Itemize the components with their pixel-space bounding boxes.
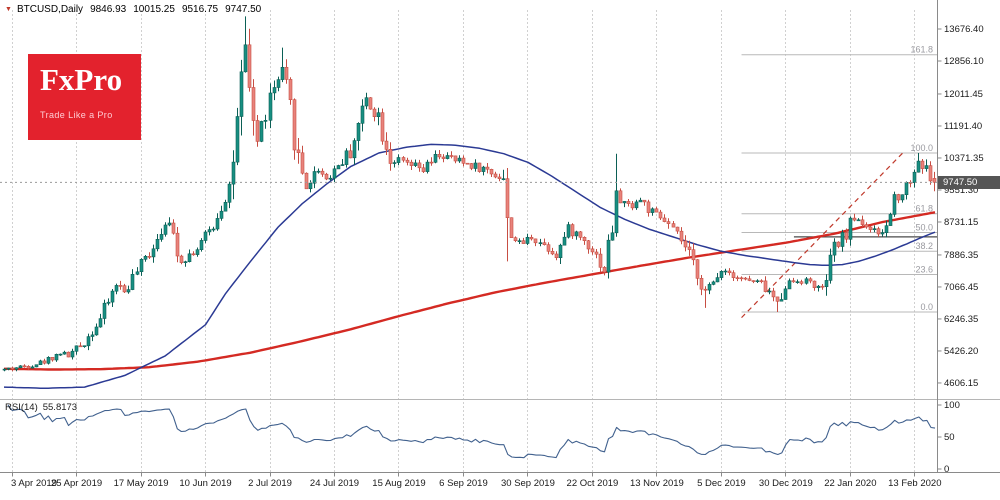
quote-open: 9846.93 bbox=[90, 4, 127, 15]
svg-text:100: 100 bbox=[944, 400, 960, 411]
svg-text:38.2: 38.2 bbox=[915, 241, 933, 251]
ma-fast-blue-line bbox=[3, 143, 936, 390]
svg-text:9551.30: 9551.30 bbox=[944, 185, 978, 196]
svg-text:17 May 2019: 17 May 2019 bbox=[114, 478, 169, 489]
fxpro-logo: FxPro Trade Like a Pro bbox=[28, 54, 141, 140]
svg-text:5 Dec 2019: 5 Dec 2019 bbox=[697, 478, 746, 489]
svg-text:13676.40: 13676.40 bbox=[944, 24, 984, 35]
quote-high: 10015.25 bbox=[133, 4, 175, 15]
svg-text:22 Oct 2019: 22 Oct 2019 bbox=[567, 478, 619, 489]
rsi-line bbox=[7, 404, 936, 459]
svg-text:24 Jul 2019: 24 Jul 2019 bbox=[310, 478, 359, 489]
candlestick-series bbox=[2, 16, 937, 372]
current-price-badge: 9747.50 bbox=[938, 176, 1000, 189]
svg-text:25 Apr 2019: 25 Apr 2019 bbox=[51, 478, 102, 489]
svg-text:13 Feb 2020: 13 Feb 2020 bbox=[888, 478, 941, 489]
rsi-indicator-value: 55.8173 bbox=[42, 402, 78, 413]
svg-text:50: 50 bbox=[944, 432, 955, 443]
price-axis-labels: 13676.40 12856.10 12011.45 11191.40 10371.35… bbox=[937, 24, 984, 389]
svg-text:8731.15: 8731.15 bbox=[944, 217, 978, 228]
svg-text:6246.35: 6246.35 bbox=[944, 314, 978, 325]
svg-text:0.0: 0.0 bbox=[920, 302, 933, 312]
svg-text:6 Sep 2019: 6 Sep 2019 bbox=[439, 478, 488, 489]
fxpro-brand-text: FxPro bbox=[40, 62, 123, 97]
quote-close: 9747.50 bbox=[225, 4, 262, 15]
svg-text:7066.45: 7066.45 bbox=[944, 282, 978, 293]
svg-text:15 Aug 2019: 15 Aug 2019 bbox=[372, 478, 425, 489]
fxpro-tagline: Trade Like a Pro bbox=[40, 109, 113, 120]
quote-low: 9516.75 bbox=[181, 4, 219, 15]
gridlines bbox=[12, 10, 915, 472]
svg-text:23.6: 23.6 bbox=[915, 264, 933, 274]
svg-text:4606.15: 4606.15 bbox=[944, 378, 978, 389]
svg-text:30 Dec 2019: 30 Dec 2019 bbox=[759, 478, 813, 489]
symbol-name: BTCUSD,Daily bbox=[16, 4, 84, 15]
svg-text:10 Jun 2019: 10 Jun 2019 bbox=[179, 478, 231, 489]
svg-text:5426.20: 5426.20 bbox=[944, 346, 978, 357]
symbol-arrow-icon: ▼ bbox=[5, 6, 12, 13]
svg-text:11191.40: 11191.40 bbox=[944, 121, 982, 132]
svg-text:30 Sep 2019: 30 Sep 2019 bbox=[501, 478, 555, 489]
rsi-indicator-name: RSI(14) bbox=[5, 402, 38, 413]
rsi-axis-labels: 100 50 0 bbox=[937, 400, 960, 475]
fibonacci-labels: 161.8 100.0 61.8 50.0 38.2 23.6 0.0 bbox=[910, 45, 933, 312]
svg-text:61.8: 61.8 bbox=[915, 204, 933, 214]
rsi-indicator-label: RSI(14) 55.8173 bbox=[5, 402, 77, 413]
trend-line bbox=[741, 152, 904, 319]
svg-text:22 Jan 2020: 22 Jan 2020 bbox=[824, 478, 876, 489]
axes bbox=[0, 0, 1000, 473]
svg-text:161.8: 161.8 bbox=[910, 45, 933, 55]
svg-text:100.0: 100.0 bbox=[910, 143, 933, 153]
svg-text:2 Jul 2019: 2 Jul 2019 bbox=[248, 478, 292, 489]
ma-slow-red-line bbox=[4, 211, 936, 371]
svg-text:50.0: 50.0 bbox=[915, 222, 933, 232]
svg-text:3 Apr 2019: 3 Apr 2019 bbox=[11, 478, 57, 489]
svg-text:12856.10: 12856.10 bbox=[944, 56, 984, 67]
svg-text:13 Nov 2019: 13 Nov 2019 bbox=[630, 478, 684, 489]
svg-text:10371.35: 10371.35 bbox=[944, 153, 984, 164]
svg-text:0: 0 bbox=[944, 464, 949, 475]
svg-text:7886.35: 7886.35 bbox=[944, 250, 978, 261]
svg-text:12011.45: 12011.45 bbox=[944, 89, 983, 100]
symbol-quote-line: ▼ BTCUSD,Daily 9846.93 10015.25 9516.75 … bbox=[5, 4, 261, 15]
